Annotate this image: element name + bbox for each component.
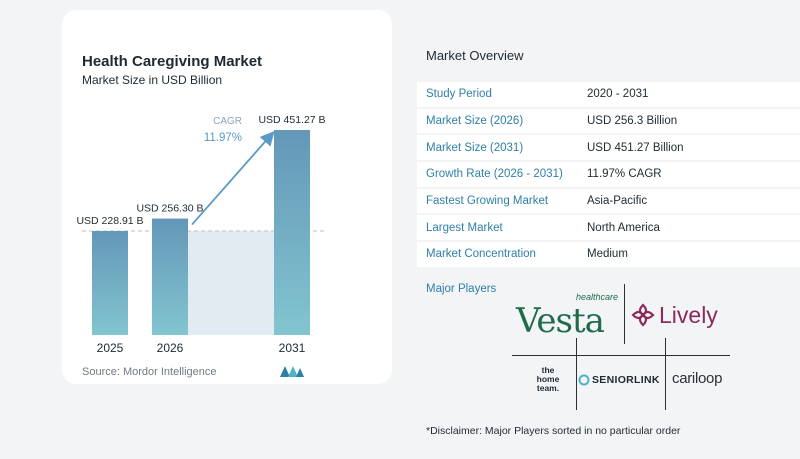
overview-title: Market Overview <box>426 48 524 63</box>
overview-row-label: Fastest Growing Market <box>426 195 549 208</box>
cagr-value: 11.97% <box>204 132 242 144</box>
seniorlink-ring-icon <box>578 374 590 386</box>
cagr-label: CAGR <box>213 116 242 127</box>
x-tick-label: 2031 <box>279 341 306 355</box>
the-home-team-logo: the home team. <box>528 366 568 393</box>
overview-row-value: 2020 - 2031 <box>587 88 649 101</box>
major-players-label: Major Players <box>426 283 497 295</box>
bar-value-label: USD 228.91 B <box>76 215 143 227</box>
vesta-healthcare-logo: healthcare Vesta <box>514 290 622 341</box>
overview-row: Market Concentration Medium <box>417 242 800 269</box>
logo-divider-left <box>576 338 577 410</box>
chart-source: Source: Mordor Intelligence <box>82 366 217 378</box>
overview-row-value: USD 451.27 Billion <box>587 141 684 154</box>
bar-2026 <box>152 218 188 335</box>
bar-value-label: USD 256.30 B <box>136 203 203 215</box>
logo-divider-vertical-top <box>624 284 625 344</box>
lively-logo: Lively <box>630 300 730 330</box>
overview-row-label: Largest Market <box>426 221 503 234</box>
vesta-healthcare-text: healthcare <box>575 292 618 302</box>
overview-table: Study Period 2020 - 2031 Market Size (2026… <box>417 82 800 269</box>
x-tick-label: 2025 <box>97 341 124 355</box>
overview-row-value: Asia-Pacific <box>587 195 648 208</box>
bar-2025 <box>92 231 128 335</box>
overview-row-label: Market Concentration <box>426 248 536 261</box>
overview-row: Growth Rate (2026 - 2031) 11.97% CAGR <box>417 162 800 189</box>
lively-flower-icon <box>631 303 655 327</box>
overview-row-label: Market Size (2026) <box>426 115 524 128</box>
overview-row-value: USD 256.3 Billion <box>587 115 678 128</box>
vesta-logo-text: Vesta <box>516 301 605 341</box>
x-tick-label: 2026 <box>157 341 184 355</box>
mordor-logo-icon <box>280 366 304 377</box>
bar-value-label: USD 451.27 B <box>258 114 325 126</box>
home-team-line-3: team. <box>536 383 560 393</box>
lively-logo-text: Lively <box>659 301 718 328</box>
home-team-line-1: the <box>541 365 555 375</box>
logo-divider-horizontal <box>512 355 730 356</box>
home-team-line-2: home <box>536 374 560 384</box>
overview-row: Fastest Growing Market Asia-Pacific <box>417 188 800 216</box>
overview-row: Market Size (2031) USD 451.27 Billion <box>417 135 800 163</box>
bar-chart: USD 228.91 B 2025 USD 256.30 B 2026 USD 451.… <box>76 114 327 355</box>
major-players-logos: healthcare Vesta Lively the home team. <box>512 284 730 410</box>
overview-row-label: Study Period <box>426 88 492 101</box>
overview-row: Study Period 2020 - 2031 <box>417 82 800 109</box>
overview-row: Largest Market North America <box>417 215 800 243</box>
overview-row-value: 11.97% CAGR <box>587 168 662 181</box>
cagr-arrow <box>191 130 275 226</box>
cariloop-logo: cariloop <box>672 370 723 387</box>
seniorlink-logo: SENIORLINK <box>578 374 660 386</box>
disclaimer-text: *Disclaimer: Major Players sorted in no … <box>426 425 681 437</box>
overview-row: Market Size (2026) USD 256.3 Billion <box>417 108 800 136</box>
chart-card: USD 228.91 B 2025 USD 256.30 B 2026 USD 451.… <box>62 10 392 384</box>
growth-band <box>188 231 274 335</box>
market-overview: Market Overview Study Period 2020 - 2031 M… <box>417 0 800 459</box>
overview-row-value: Medium <box>587 248 628 261</box>
overview-row-value: North America <box>587 221 660 234</box>
chart-subtitle: Market Size in USD Billion <box>82 73 223 87</box>
overview-row-label: Growth Rate (2026 - 2031) <box>426 168 563 181</box>
logo-divider-right <box>665 338 666 410</box>
overview-row-label: Market Size (2031) <box>426 141 524 154</box>
chart-title: Health Caregiving Market <box>82 53 263 70</box>
bar-2031 <box>274 130 310 335</box>
seniorlink-logo-text: SENIORLINK <box>592 374 660 386</box>
